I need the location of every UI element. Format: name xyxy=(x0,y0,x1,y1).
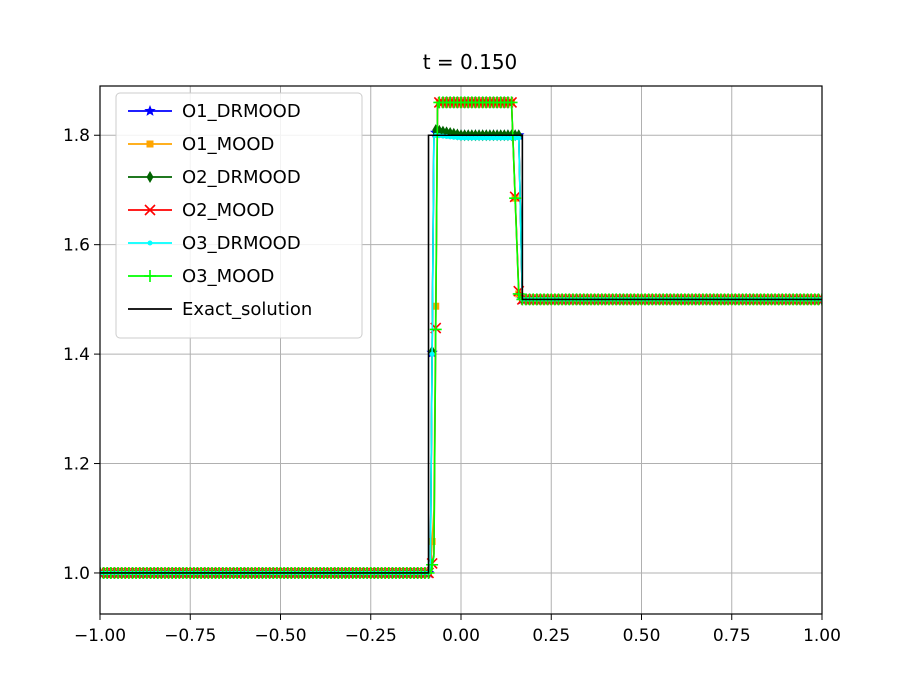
legend-box xyxy=(115,92,363,339)
data-point-dot xyxy=(483,135,489,141)
legend-item: O1_DRMOOD xyxy=(128,101,301,122)
y-tick-label: 1.4 xyxy=(63,345,90,365)
data-point-dot xyxy=(462,135,468,141)
data-point-dot xyxy=(465,135,471,141)
data-point-plus xyxy=(144,270,156,282)
plot-area: −1.00 −0.75 −0.50 −0.25 0.00 0.25 0.50 0.75 1.00… xyxy=(63,85,841,646)
legend-label: O2_MOOD xyxy=(182,200,274,221)
x-tick-label: 0.50 xyxy=(623,626,661,646)
data-point-star xyxy=(144,105,156,116)
legend-item: O3_DRMOOD xyxy=(128,233,301,254)
legend-label: O1_DRMOOD xyxy=(182,101,301,122)
x-tick-label: 0.00 xyxy=(442,626,480,646)
data-point-dot xyxy=(469,135,475,141)
data-point-square xyxy=(428,538,436,546)
legend-item: O3_MOOD xyxy=(128,266,274,287)
series-line xyxy=(100,134,822,574)
x-tick-label: 0.25 xyxy=(532,626,570,646)
legend-label: O3_DRMOOD xyxy=(182,233,301,254)
x-tick-label: 0.75 xyxy=(713,626,751,646)
data-point-dot xyxy=(516,135,522,141)
legend-label: O1_MOOD xyxy=(182,134,274,155)
y-tick-label: 1.2 xyxy=(63,455,90,475)
data-point-plus xyxy=(509,192,522,205)
data-point-plus xyxy=(429,323,442,336)
data-point-plus xyxy=(505,96,518,109)
data-point-dot xyxy=(480,135,486,141)
data-point-dot xyxy=(147,240,153,246)
data-point-dot xyxy=(505,135,511,141)
series-exact-solution xyxy=(100,134,822,574)
data-point-dot xyxy=(472,135,478,141)
legend-item: O2_DRMOOD xyxy=(128,167,301,188)
x-tick-label: 1.00 xyxy=(803,626,841,646)
data-point-dot xyxy=(429,351,435,357)
legend-label: O2_DRMOOD xyxy=(182,167,301,188)
y-tick-label: 1.8 xyxy=(63,126,90,146)
x-tick-label: −1.00 xyxy=(74,626,126,646)
data-point-x xyxy=(144,204,156,216)
x-tick-label: −0.75 xyxy=(164,626,216,646)
data-point-dot xyxy=(487,135,493,141)
data-point-dot xyxy=(501,135,507,141)
data-point-dot xyxy=(494,135,500,141)
legend: O1_DRMOOD O1_MOOD O2_DRMOOD O2_MOOD O3_DRMOO… xyxy=(115,92,363,339)
legend-item: O1_MOOD xyxy=(128,134,274,155)
data-point-dot xyxy=(512,135,518,141)
data-point-diamond xyxy=(146,171,154,183)
data-point-dot xyxy=(458,135,464,141)
y-tick-label: 1.6 xyxy=(63,236,90,256)
data-point-dot xyxy=(498,135,504,141)
data-point-dot xyxy=(476,135,482,141)
data-point-dot xyxy=(490,135,496,141)
legend-label: O3_MOOD xyxy=(182,266,274,287)
legend-item: Exact_solution xyxy=(128,299,312,320)
data-point-square xyxy=(146,140,154,148)
data-point-dot xyxy=(454,135,460,141)
legend-item: O2_MOOD xyxy=(128,200,274,221)
y-tick-label: 1.0 xyxy=(63,564,90,584)
legend-label: Exact_solution xyxy=(182,299,312,320)
x-tick-label: −0.50 xyxy=(254,626,306,646)
x-tick-label: −0.25 xyxy=(345,626,397,646)
series-group xyxy=(100,96,822,579)
chart-title: t = 0.150 xyxy=(423,50,518,74)
